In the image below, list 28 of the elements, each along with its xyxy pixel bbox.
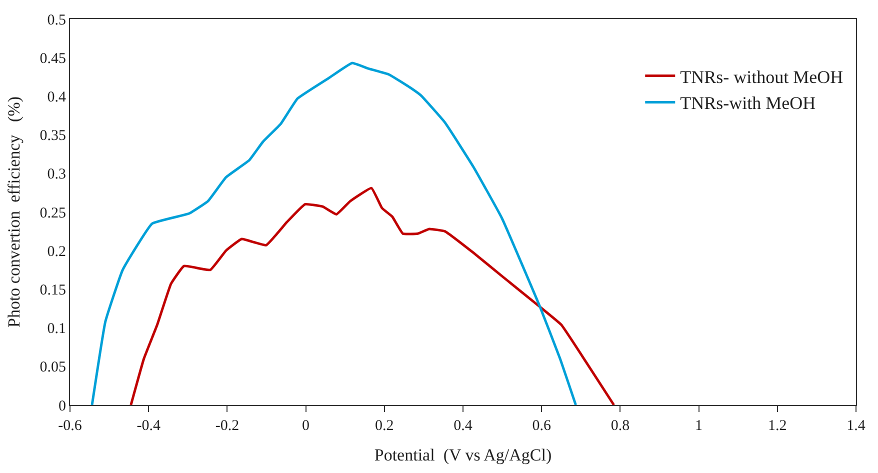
x-tick-label: 1 <box>695 418 703 434</box>
y-tick-label: 0.2 <box>47 244 66 260</box>
y-tick-label: 0.15 <box>40 282 66 298</box>
x-tick-label: 0.4 <box>454 418 473 434</box>
x-axis-title: Potential (V vs Ag/AgCl) <box>374 445 552 464</box>
x-tick-label: 0.8 <box>610 418 630 434</box>
x-tick-label: -0.4 <box>136 418 161 434</box>
y-tick-label: 0.3 <box>47 166 66 183</box>
x-tick-label: -0.6 <box>58 418 82 434</box>
y-tick-label: 0.1 <box>47 321 66 338</box>
legend-label: TNRs-with MeOH <box>680 93 816 114</box>
y-tick-label: 0.4 <box>47 89 66 106</box>
line-series <box>90 62 578 405</box>
y-tick-label: 0.45 <box>40 50 66 67</box>
y-tick-label: 0.5 <box>47 12 66 28</box>
y-tick-label: 0 <box>58 398 66 414</box>
y-axis-title: Photo convertion efficiency (%) <box>4 96 24 328</box>
legend-label: TNRs- without MeOH <box>680 66 844 87</box>
x-tick-label: 1.4 <box>846 418 866 434</box>
x-tick-label: 0.2 <box>375 418 394 434</box>
x-tick-label: 0 <box>302 418 310 434</box>
y-tick-label: 0.35 <box>40 128 66 144</box>
y-tick-label: 0.25 <box>40 205 66 222</box>
x-tick-label: -0.2 <box>215 418 240 434</box>
line-series <box>130 186 616 405</box>
x-tick-label: 1.2 <box>768 418 787 434</box>
y-tick-label: 0.05 <box>40 360 66 376</box>
x-tick-label: 0.6 <box>532 418 552 434</box>
